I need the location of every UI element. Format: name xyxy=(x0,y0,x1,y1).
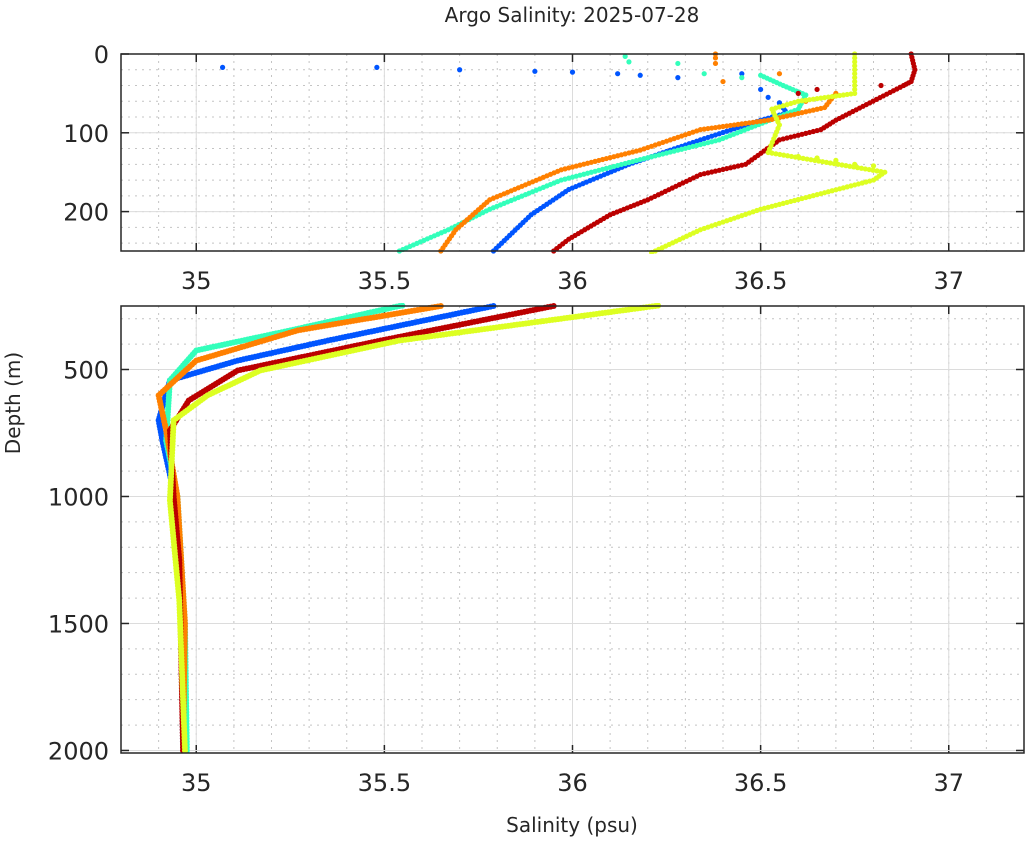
data-point xyxy=(765,149,771,156)
series-profile-4 xyxy=(551,51,918,254)
data-point xyxy=(843,163,849,169)
data-point xyxy=(854,165,861,171)
series-profile-5 xyxy=(166,303,662,754)
data-point xyxy=(823,159,830,165)
data-point xyxy=(776,71,783,77)
data-point xyxy=(812,157,818,163)
data-point xyxy=(874,168,880,174)
data-point xyxy=(816,158,822,164)
chart-title: Argo Salinity: 2025-07-28 xyxy=(445,3,700,27)
series-profile-5 xyxy=(649,51,888,254)
data-point xyxy=(835,161,841,167)
data-point xyxy=(457,67,463,73)
data-point xyxy=(808,157,814,163)
data-point xyxy=(870,167,876,173)
y-tick-label: 0 xyxy=(94,41,109,69)
data-point xyxy=(792,154,798,160)
data-point xyxy=(852,55,858,61)
data-point xyxy=(862,166,868,172)
data-point xyxy=(831,161,837,167)
data-point xyxy=(804,156,810,162)
data-point xyxy=(769,150,775,156)
data-point xyxy=(532,68,538,74)
data-point xyxy=(866,166,872,173)
data-point xyxy=(569,69,576,75)
data-point xyxy=(847,163,853,169)
data-point xyxy=(720,78,726,85)
data-point xyxy=(852,75,858,81)
y-tick-label: 100 xyxy=(63,120,109,148)
data-point xyxy=(852,67,858,73)
data-point xyxy=(819,159,826,165)
data-point xyxy=(852,78,858,85)
x-tick-label: 36.5 xyxy=(734,769,787,797)
data-point xyxy=(712,55,719,61)
data-point xyxy=(622,53,628,59)
data-point xyxy=(781,152,787,158)
x-tick-label: 35 xyxy=(181,267,212,295)
data-point xyxy=(839,162,845,168)
data-point xyxy=(852,59,858,65)
x-tick-label: 35.5 xyxy=(358,267,411,295)
data-point xyxy=(758,86,764,93)
x-tick-label: 37 xyxy=(933,267,964,295)
y-tick-label: 1500 xyxy=(48,610,109,638)
x-tick-label: 36.5 xyxy=(734,267,787,295)
data-point xyxy=(796,155,802,161)
data-point xyxy=(219,64,226,70)
data-point xyxy=(626,59,632,65)
x-tick-label: 36 xyxy=(557,769,588,797)
x-axis-label: Salinity (psu) xyxy=(506,813,638,837)
data-point xyxy=(870,163,877,169)
data-point xyxy=(701,71,707,77)
data-point xyxy=(858,165,865,171)
data-point xyxy=(675,75,681,81)
data-point xyxy=(181,747,188,754)
y-tick-label: 2000 xyxy=(48,737,109,765)
data-point xyxy=(675,60,681,67)
y-tick-label: 500 xyxy=(63,356,109,384)
x-tick-label: 37 xyxy=(933,769,964,797)
panel-upper: 35 35.5 36 36.5 37 0 100 200 xyxy=(63,41,1025,295)
data-layer xyxy=(155,303,662,754)
data-point xyxy=(814,86,820,93)
data-layer xyxy=(219,51,918,254)
data-point xyxy=(795,90,801,96)
x-tick-label: 35 xyxy=(181,769,212,797)
data-point xyxy=(852,63,858,69)
y-tick-label: 1000 xyxy=(48,483,109,511)
data-point xyxy=(788,153,795,160)
data-point xyxy=(739,71,745,77)
data-point xyxy=(374,64,380,70)
data-point xyxy=(852,86,858,93)
data-point xyxy=(851,164,857,170)
data-point xyxy=(827,160,833,166)
data-point xyxy=(784,153,791,159)
axes-frame xyxy=(120,305,1025,754)
data-point xyxy=(712,60,719,67)
panel-lower: 35 35.5 36 36.5 37 500 1000 1500 2000 xyxy=(48,303,1025,797)
data-point xyxy=(765,94,771,100)
data-point xyxy=(800,155,806,162)
x-tick-label: 35.5 xyxy=(358,769,411,797)
data-point xyxy=(878,82,884,89)
data-point xyxy=(739,75,745,81)
data-point xyxy=(615,71,621,77)
data-point xyxy=(637,72,643,78)
y-axis-label: Depth (m) xyxy=(1,352,25,454)
data-point xyxy=(773,151,779,157)
y-tick-label: 200 xyxy=(63,199,109,227)
data-point xyxy=(852,82,858,89)
axes-frame xyxy=(120,53,1025,252)
data-point xyxy=(777,151,783,158)
x-tick-label: 36 xyxy=(557,267,588,295)
data-point xyxy=(852,71,858,77)
